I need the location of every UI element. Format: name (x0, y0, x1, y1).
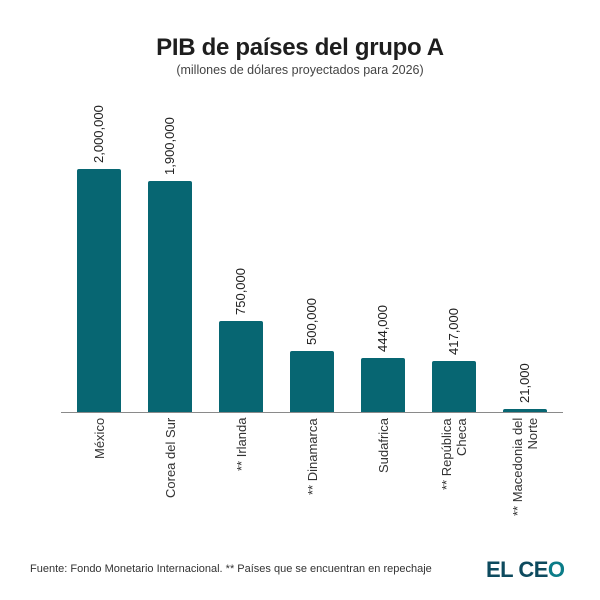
bar (77, 169, 121, 412)
category-label: ** República Checa (439, 418, 469, 490)
category-label: ** Irlanda (233, 417, 249, 471)
value-label: 2,000,000 (91, 105, 106, 163)
bar (361, 358, 405, 412)
category-label: México (91, 417, 107, 459)
category-label: ** Dinamarca (304, 418, 320, 495)
bar (290, 351, 334, 412)
el-ceo-logo: EL CEO (486, 557, 565, 583)
bar (503, 409, 547, 412)
value-label: 417,000 (446, 308, 461, 355)
logo-text: EL CE (486, 557, 548, 582)
bar (432, 361, 476, 412)
x-axis-line (61, 412, 563, 413)
category-label: ** Macedonia del Norte (510, 417, 540, 516)
value-label: 1,900,000 (162, 117, 177, 175)
chart-subtitle: (millones de dólares proyectados para 20… (176, 63, 424, 77)
value-label: 21,000 (517, 363, 532, 403)
category-label: Corea del Sur (162, 417, 178, 498)
bar (219, 321, 263, 412)
category-label: Sudafrica (375, 418, 391, 473)
value-label: 750,000 (233, 268, 248, 315)
source-note: Fuente: Fondo Monetario Internacional. *… (30, 563, 432, 575)
value-label: 500,000 (304, 298, 319, 345)
logo-text-accent: O (547, 557, 565, 582)
bar (148, 181, 192, 412)
value-label: 444,000 (375, 305, 390, 352)
chart-title: PIB de países del grupo A (156, 34, 444, 61)
